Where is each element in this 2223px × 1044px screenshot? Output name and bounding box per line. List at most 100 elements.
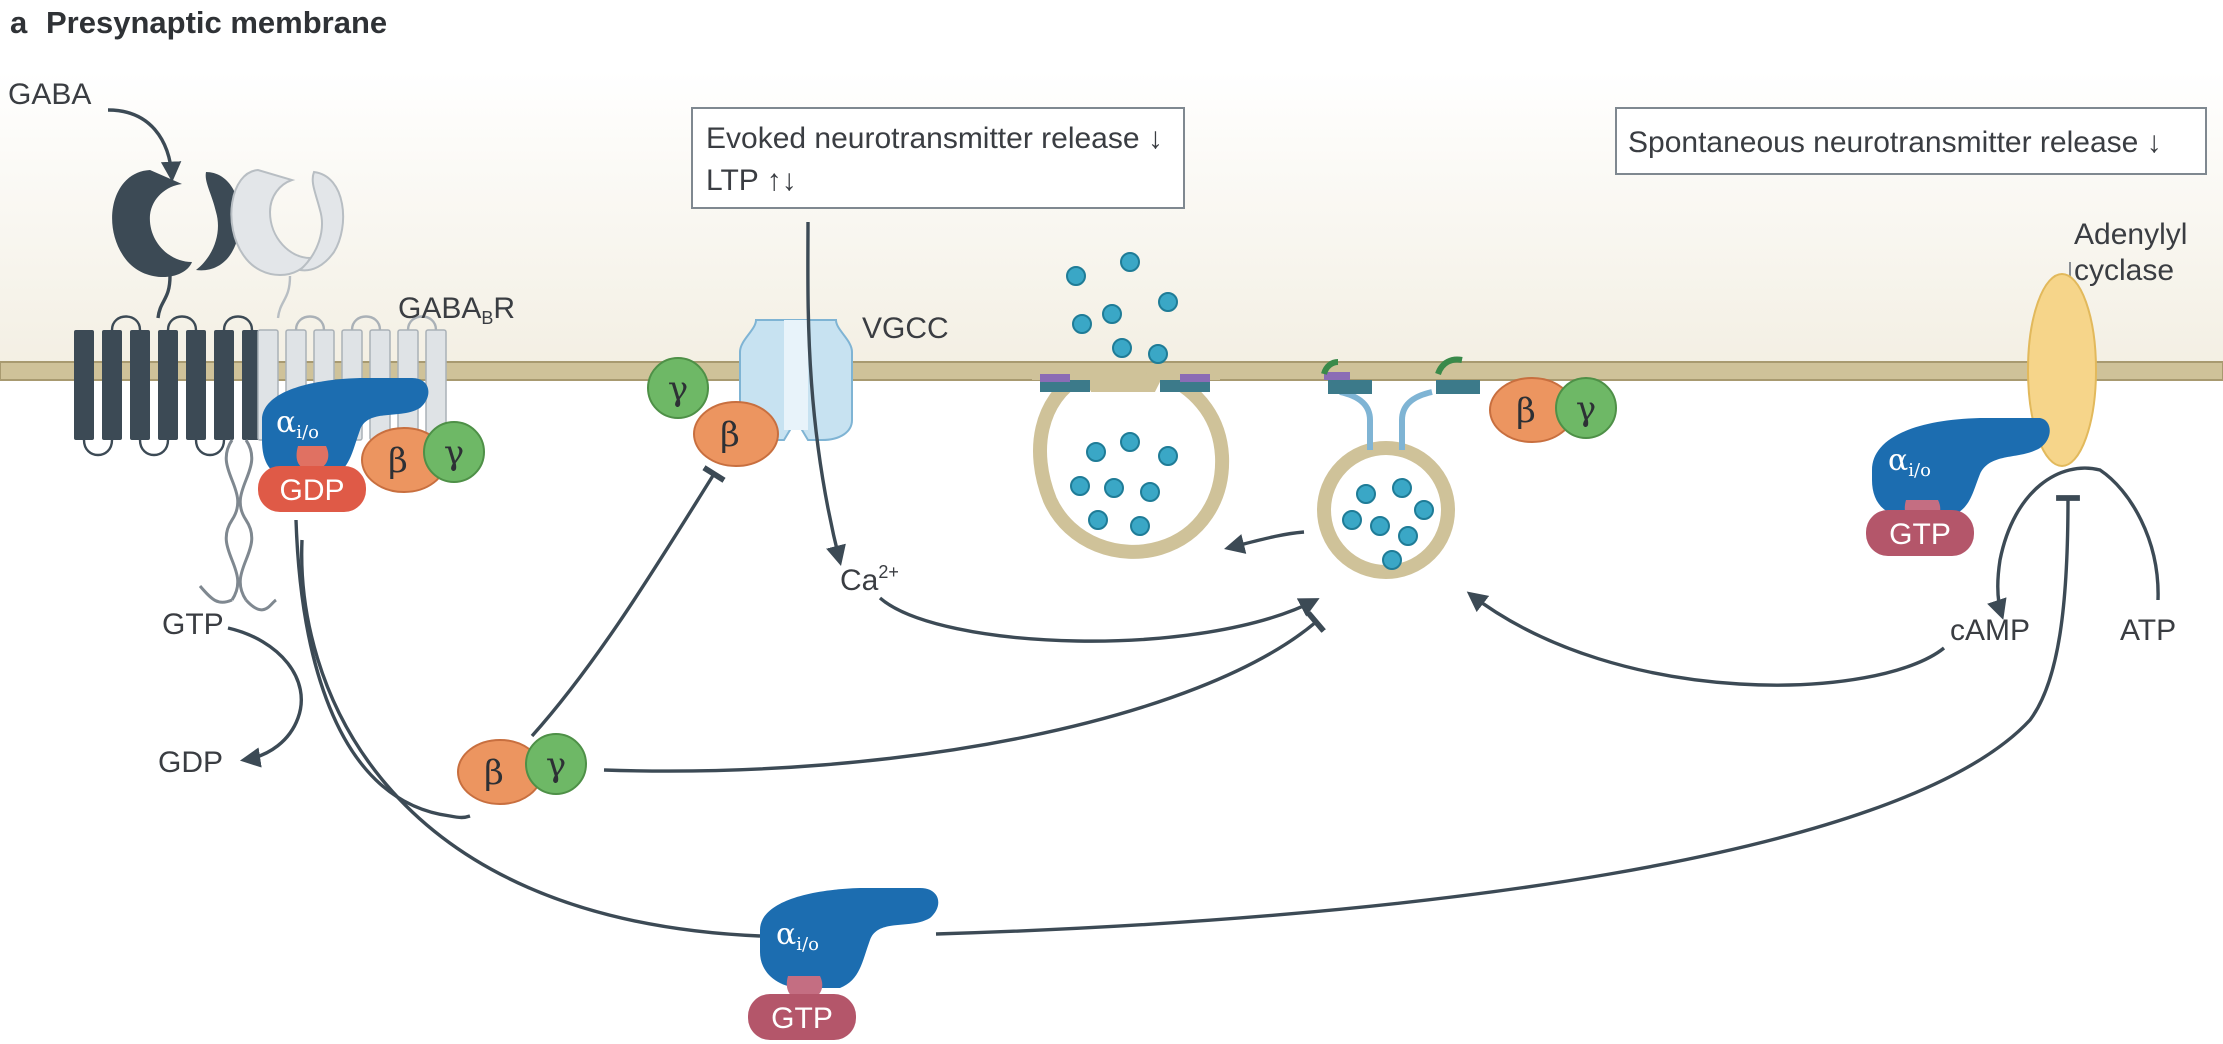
b2-loop [350,315,382,331]
vesicle-fusion-arrow [1224,530,1305,554]
gdp-pill [258,466,366,512]
svg-text:αi/o: αi/o [776,917,819,955]
b1-linker [156,275,172,319]
receptor-to-betagamma-path [294,519,471,820]
camp-promotes-release-arrow [1466,591,1946,687]
free-alpha-gtp: αi/o GTP [748,888,939,1040]
b1-helix [158,330,178,440]
spontaneous-text: Spontaneous neurotransmitter release ↓ [1628,126,2162,159]
vgcc-channel [739,319,853,441]
evoked-line1: Evoked neurotransmitter release ↓ [706,122,1163,155]
coiled-coil-tail-2 [238,439,254,601]
beta-gamma-at-receptor: β γ [361,421,485,493]
b1-helix [130,330,150,440]
panel-title: Presynaptic membrane [46,5,387,40]
vesicle-neurotransmitter [1070,476,1090,496]
vesicle-neurotransmitter [1140,482,1160,502]
b2-linker [276,275,292,319]
beta-gamma-at-snare: β γ [1489,377,1617,443]
vesicle-neurotransmitter [1104,478,1124,498]
ca-influx-arrow [806,221,846,566]
docked-vesicle [1317,356,1480,579]
snare-right [1160,380,1210,392]
svg-text:β: β [484,753,504,793]
vesicle-neurotransmitter [1120,432,1140,452]
evoked-line2: LTP ↑↓ [706,164,797,197]
ca-triggers-release-arrow [878,596,1320,643]
vesicle-neurotransmitter [1130,516,1150,536]
gamma-subunit [423,421,485,483]
b2-loop [294,315,326,331]
gaba-b1-transmembrane-helices [74,315,262,457]
b1-helix [186,330,206,440]
betagamma-inhibits-release-machinery [603,611,1326,773]
b1-loop [138,439,170,457]
neurotransmitter [1102,304,1122,324]
vesicle-neurotransmitter [1356,484,1376,504]
gtp-left-label: GTP [162,608,224,641]
gaba-binding-arrow [107,108,182,183]
vesicle-neurotransmitter [1398,526,1418,546]
svg-text:β: β [388,441,408,481]
gamma-at-snare [1555,377,1617,439]
atp-label: ATP [2120,614,2176,647]
b1-loop [222,315,254,331]
panel-letter: a [10,5,28,40]
b1-helix [74,330,94,440]
b1-loop [110,315,142,331]
neurotransmitter [1148,344,1168,364]
svg-text:αi/o: αi/o [1888,443,1931,481]
b1-helix [102,330,122,440]
alpha-symbol: αi/o [276,405,319,443]
adenylyl-cyclase [2027,273,2097,467]
camp-label: cAMP [1950,614,2030,647]
neurotransmitter [1158,292,1178,312]
beta-gamma-at-vgcc: γ β [647,357,779,467]
b1-helix [242,330,262,440]
tail-end-left [198,585,233,604]
vesicle-neurotransmitter [1342,510,1362,530]
vesicle-neurotransmitter [1382,550,1402,570]
gdp-left-label: GDP [158,746,223,779]
vesicle-neurotransmitter [1088,510,1108,530]
vgcc-label: VGCC [862,312,949,345]
gaba-b2-flytrap-domain [230,168,345,276]
fused-vesicle-contents [1070,432,1178,536]
b1-loop [194,439,226,457]
gtp-pill-free [748,994,856,1040]
neurotransmitter [1072,314,1092,334]
gtp-pill-adenylyl [1866,510,1974,556]
alpha-gtp-at-adenylyl: αi/o GTP [1866,418,2050,556]
free-beta-gamma: β γ [457,733,587,805]
beta-at-vgcc [693,401,779,467]
vesicle-neurotransmitter [1370,516,1390,536]
atp-to-camp-arrow [1987,466,2160,620]
gtp-label-adenylyl: GTP [1889,518,1951,551]
vesicle-neurotransmitter [1414,500,1434,520]
adenylyl-label-2: cyclase [2074,254,2174,287]
neurotransmitter [1066,266,1086,286]
gtp-gdp-exchange-arrow [227,626,303,768]
g-alpha-at-adenylyl [1872,418,2050,516]
svg-text:γ: γ [1576,389,1596,429]
b1-loop [82,439,114,457]
gaba-b1-flytrap-domain [112,170,241,278]
gamma-at-vgcc [647,357,709,419]
ca-label: Ca2+ [840,562,899,597]
g-alpha-gdp-at-receptor: αi/o GDP [258,378,429,512]
docked-vesicle-contents [1342,478,1434,570]
svg-text:γ: γ [444,433,464,473]
evoked-release-box [691,107,1185,209]
svg-text:β: β [720,415,740,455]
gabab-receptor-label: GABABR [398,292,515,328]
fused-vesicle [1032,364,1230,559]
tail-end-right [244,598,277,612]
b2-loop [406,315,438,331]
vesicle-neurotransmitter [1086,442,1106,462]
gamma-subunit-free [525,733,587,795]
svg-text:γ: γ [546,745,566,785]
coiled-coil-tail [224,439,240,601]
b1-loop [166,315,198,331]
betagamma-inhibits-vgcc [530,465,726,738]
